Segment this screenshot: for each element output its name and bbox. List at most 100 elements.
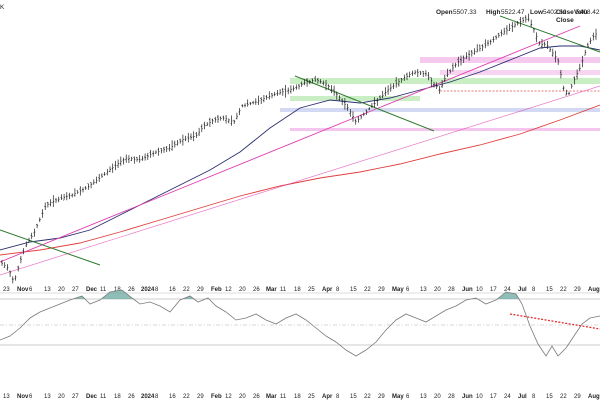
price-bar <box>203 121 206 130</box>
price-bar <box>433 81 435 88</box>
x-tick-label: 22 <box>560 394 567 400</box>
price-bar <box>38 217 41 223</box>
oscillator-panel <box>0 289 600 357</box>
x-tick-label: 22 <box>183 394 190 400</box>
price-bar <box>260 97 263 104</box>
price-bar <box>154 150 157 154</box>
x-tick-label: 2024 <box>141 287 155 293</box>
x-tick-label: 26 <box>253 287 260 293</box>
price-bar <box>257 95 260 105</box>
x-tick-label: 13 <box>44 287 51 293</box>
price-bar <box>586 42 589 49</box>
price-bar <box>333 85 336 96</box>
price-bar <box>111 163 114 173</box>
price-bar <box>192 131 195 142</box>
price-bar <box>200 124 203 132</box>
price-bar <box>36 223 39 229</box>
volume-label: Volu <box>574 9 588 16</box>
price-bar <box>414 70 417 75</box>
x-tick-label: 16 <box>169 394 176 400</box>
x-tick-label: 20 <box>58 287 65 293</box>
price-bar <box>343 98 346 110</box>
price-bar <box>254 98 257 105</box>
price-bar <box>149 149 152 158</box>
x-tick-label: Jul <box>518 287 527 293</box>
price-bar <box>330 85 333 94</box>
price-bar <box>559 69 562 79</box>
downtrend-line-nov <box>0 229 101 266</box>
x-tick-label: 18 <box>294 394 301 400</box>
price-bar <box>125 154 128 163</box>
price-bar <box>279 89 282 95</box>
price-bar <box>473 48 476 55</box>
x-tick-label: 29 <box>574 287 581 293</box>
x-tick-label: May <box>392 394 404 400</box>
price-bar <box>6 264 9 271</box>
x-tick-label: 6 <box>406 287 410 293</box>
corner-mark: K <box>0 4 5 11</box>
price-bar <box>171 140 174 151</box>
price-bar <box>397 78 400 87</box>
x-tick-label: 8 <box>155 394 159 400</box>
price-bar <box>136 156 138 162</box>
price-bar <box>349 108 352 117</box>
high-label: High <box>486 9 500 16</box>
x-tick-label: 12 <box>225 394 232 400</box>
x-tick-label: 26 <box>253 394 260 400</box>
x-tick-label: 25 <box>308 394 315 400</box>
close-value: 5408.42 <box>576 9 600 16</box>
price-bar <box>262 95 265 103</box>
price-bar <box>592 32 595 41</box>
ma-long-line <box>0 104 600 256</box>
price-bar <box>187 132 190 143</box>
price-bar <box>30 232 33 240</box>
x-tick-label: 27 <box>72 394 79 400</box>
price-bar <box>406 72 408 81</box>
price-bar <box>457 56 460 67</box>
close-label: Close <box>556 17 574 24</box>
price-bar <box>184 135 187 141</box>
price-bar <box>211 118 214 125</box>
price-bar <box>55 197 57 204</box>
price-bar <box>276 90 279 96</box>
price-bar <box>14 275 17 281</box>
open-label: Open <box>436 9 453 16</box>
price-bar <box>373 97 376 108</box>
price-bar <box>100 173 103 178</box>
resistance-zone-pink-mid <box>440 70 600 75</box>
price-bar <box>327 84 330 90</box>
price-bar <box>365 109 368 116</box>
price-bar <box>562 85 565 91</box>
ma-short-line <box>0 45 600 251</box>
price-bar <box>160 148 163 154</box>
price-bar <box>287 87 290 95</box>
price-bar <box>335 91 338 100</box>
x-tick-label: Apr <box>322 394 333 400</box>
x-tick-label: 15 <box>350 287 357 293</box>
price-bar <box>565 89 568 96</box>
x-tick-label: 29 <box>197 394 204 400</box>
x-tick-label: 12 <box>225 287 232 293</box>
support-zone-blue <box>280 108 600 112</box>
price-bar <box>570 84 573 89</box>
price-bar <box>408 71 411 78</box>
price-bar <box>127 155 130 164</box>
downtrend-line-apr <box>294 75 435 132</box>
price-bar <box>460 55 462 66</box>
price-bar <box>71 193 74 198</box>
x-tick-label: 16 <box>169 287 176 293</box>
price-bar <box>462 55 465 63</box>
price-bar <box>181 134 184 146</box>
price-bar <box>500 29 503 37</box>
price-bar <box>28 237 30 243</box>
price-bar <box>527 13 530 22</box>
price-bar <box>233 119 236 124</box>
price-bar <box>230 115 233 126</box>
price-bar <box>389 83 392 92</box>
price-bar <box>503 27 506 35</box>
price-bar <box>46 201 49 208</box>
price-bar <box>538 41 541 46</box>
price-bar <box>106 168 109 176</box>
price-bar <box>11 276 14 284</box>
